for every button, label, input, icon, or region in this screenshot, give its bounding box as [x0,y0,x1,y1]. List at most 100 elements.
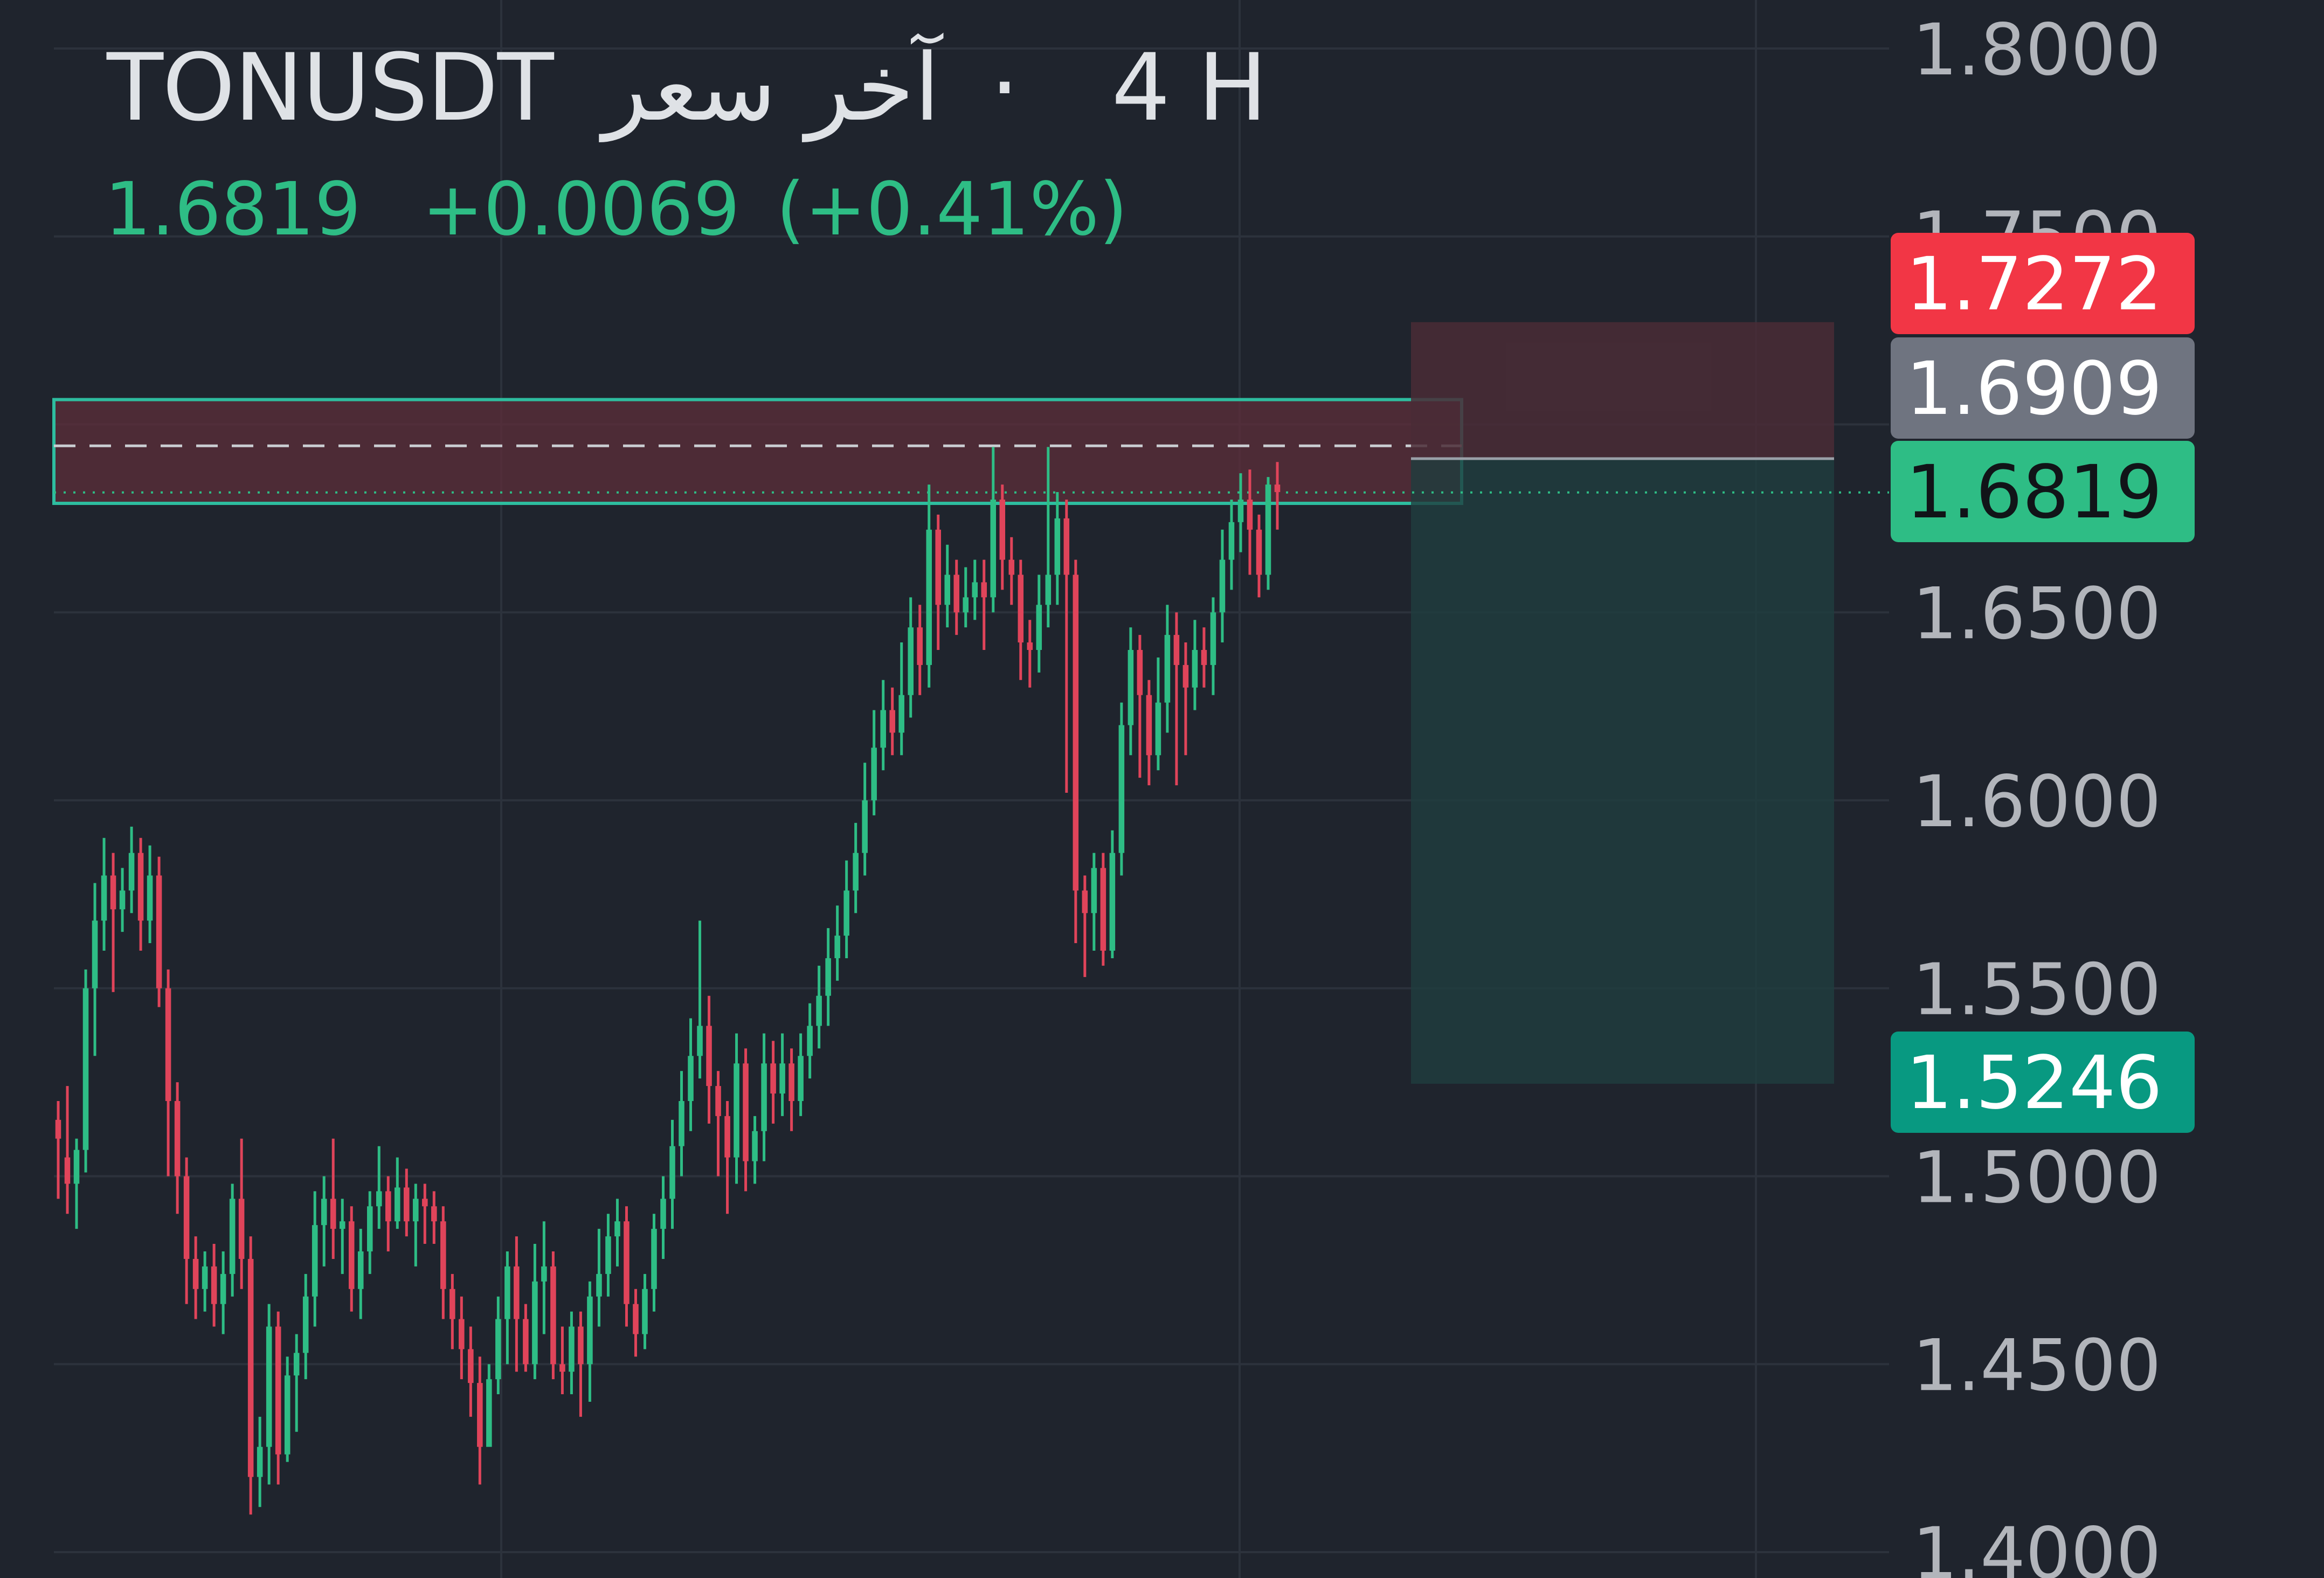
candle [1137,635,1143,778]
candle-body [339,1221,345,1229]
candle-body [431,1206,437,1222]
last-price-label: 1.6819 [1906,450,2162,535]
price-tick-label: 1.6500 [1912,572,2161,655]
candle-body [514,1266,520,1319]
candle-body [614,1221,620,1237]
candle-body [1173,635,1180,665]
candle [1173,612,1180,786]
candle-body [990,500,997,598]
symbol-title[interactable]: TONUSDT آخر سعر · 4 H [107,33,1268,142]
interval-label[interactable]: 4 H [1111,33,1267,142]
candle-body [468,1349,474,1383]
candle [156,856,162,1007]
candle-body [688,1056,694,1101]
stop-price-label: 1.7272 [1906,242,2162,327]
candle [1118,702,1125,876]
candle-body [972,582,978,598]
price-tick-label: 1.5000 [1912,1137,2161,1220]
candle [935,514,941,650]
candle [211,1244,217,1327]
candle [302,1274,309,1380]
candle [541,1221,547,1334]
candle-body [807,1026,813,1056]
candle-body [422,1199,428,1207]
price-tick-label: 1.5500 [1912,949,2161,1032]
candle [770,1041,776,1124]
candle [1164,605,1171,733]
candle-body [1210,612,1216,665]
candle-body [1164,635,1171,703]
candle [147,845,153,944]
reward-area [1411,458,1834,1084]
candle [257,1416,263,1507]
candle-body [559,1364,565,1372]
candle [926,485,932,688]
candle [981,559,987,650]
candle [321,1176,327,1266]
candle-body [1219,559,1226,613]
candle-body [1247,500,1253,530]
candle-body [477,1383,483,1447]
candle-body [1054,518,1061,575]
stop-price-box [1891,233,2195,334]
candle-body [366,1206,373,1251]
candle [1128,627,1134,756]
price-axis[interactable]: 1.80001.75001.65001.60001.55001.50001.45… [1912,9,2161,1578]
candle-body [541,1266,547,1282]
candle-body [523,1319,529,1365]
candle-body [257,1446,263,1477]
candle [1027,620,1033,688]
candle [743,1048,749,1192]
candle [1054,492,1061,605]
candle-body [1063,518,1070,575]
candle-body [459,1319,465,1349]
entry-price-box [1891,337,2195,439]
candle [1045,447,1052,628]
candle-body [669,1146,675,1199]
candle-body [706,1026,712,1086]
candle [366,1191,373,1274]
candle-body [1008,559,1015,575]
candle-body [302,1296,309,1353]
candle [238,1138,245,1289]
candle [1192,620,1198,710]
candle [1247,469,1253,575]
candle-body [137,853,144,921]
candle [1109,830,1116,958]
candle-body [73,1150,80,1184]
candle-body [238,1199,245,1259]
candle [504,1251,510,1365]
candle [339,1199,345,1274]
candle [348,1206,355,1312]
candle-body [834,936,840,958]
candle [413,1184,419,1266]
candle-body [843,890,849,936]
candle-body [871,748,877,800]
candle [128,826,135,913]
candle-body [486,1379,492,1447]
candle-body [82,988,89,1150]
short-position-tool[interactable] [54,322,1889,1084]
candle [642,1274,648,1349]
candle-body [92,920,98,988]
candle-body [1265,485,1271,575]
candle-body [1082,890,1088,913]
price-tick-label: 1.8000 [1912,9,2161,92]
candle-body [449,1289,455,1319]
candle [1100,853,1106,966]
resistance-zone[interactable] [52,398,1463,505]
candle [898,642,904,756]
candle-body [853,853,859,891]
candle-body [404,1187,410,1222]
candle [459,1296,465,1380]
candle [1237,473,1244,552]
candle [395,1157,400,1229]
candle [183,1157,190,1304]
candle [404,1168,410,1237]
candle [1210,597,1216,695]
candle-body [779,1063,785,1094]
candle [633,1289,639,1357]
candle-body [101,875,107,921]
